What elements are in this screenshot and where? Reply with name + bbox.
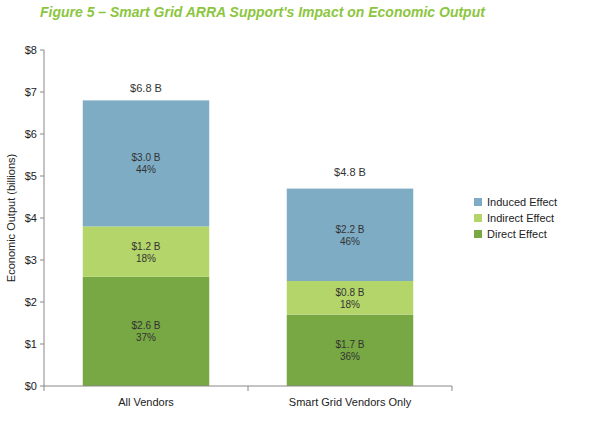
bar-segment — [83, 100, 209, 226]
legend-label: Indirect Effect — [487, 212, 554, 224]
y-tick-label: $5 — [25, 170, 37, 182]
x-tick — [44, 386, 45, 391]
y-tick — [40, 302, 44, 303]
bar-segment — [287, 281, 413, 315]
bar-segment — [83, 277, 209, 386]
data-labels: $2.6 B37%$1.2 B18%$3.0 B44%$6.8 B$1.7 B3… — [130, 82, 366, 362]
share-label: 44% — [136, 164, 156, 175]
y-tick-label: $0 — [25, 380, 37, 392]
y-tick-label: $1 — [25, 338, 37, 350]
total-label: $4.8 B — [334, 166, 366, 178]
share-label: 18% — [340, 299, 360, 310]
legend-swatch — [474, 230, 482, 238]
y-tick — [40, 260, 44, 261]
value-label: $1.2 B — [132, 241, 161, 252]
y-tick — [40, 176, 44, 177]
share-label: 36% — [340, 351, 360, 362]
value-label: $2.6 B — [132, 320, 161, 331]
x-tick — [248, 386, 249, 391]
x-tick-label: All Vendors — [118, 396, 174, 408]
value-label: $0.8 B — [336, 287, 365, 298]
chart: Figure 5 – Smart Grid ARRA Support's Imp… — [0, 0, 594, 432]
y-tick-label: $2 — [25, 296, 37, 308]
x-tick — [452, 386, 453, 391]
value-label: $1.7 B — [336, 339, 365, 350]
y-tick-label: $8 — [25, 44, 37, 56]
bars — [83, 100, 413, 386]
share-label: 18% — [136, 253, 156, 264]
share-label: 46% — [340, 236, 360, 247]
bar-segment — [83, 226, 209, 276]
bar-segment — [287, 315, 413, 386]
y-tick — [40, 50, 44, 51]
y-tick — [40, 92, 44, 93]
y-tick — [40, 386, 44, 387]
y-tick-label: $7 — [25, 86, 37, 98]
legend-label: Direct Effect — [487, 228, 547, 240]
legend-swatch — [474, 198, 482, 206]
share-label: 37% — [136, 332, 156, 343]
y-axis-label: Economic Output (billions) — [5, 154, 17, 282]
total-label: $6.8 B — [130, 82, 162, 94]
y-tick-label: $4 — [25, 212, 37, 224]
legend: Induced Effect Indirect Effect Direct Effe… — [474, 196, 557, 240]
y-tick-label: $3 — [25, 254, 37, 266]
y-axis — [44, 50, 45, 386]
y-tick-label: $6 — [25, 128, 37, 140]
value-label: $2.2 B — [336, 224, 365, 235]
x-tick-label: Smart Grid Vendors Only — [289, 396, 412, 408]
y-tick — [40, 218, 44, 219]
bar-segment — [287, 189, 413, 281]
value-label: $3.0 B — [132, 152, 161, 163]
title: Figure 5 – Smart Grid ARRA Support's Imp… — [40, 4, 486, 20]
y-tick — [40, 134, 44, 135]
legend-swatch — [474, 214, 482, 222]
legend-label: Induced Effect — [487, 196, 557, 208]
y-tick — [40, 344, 44, 345]
